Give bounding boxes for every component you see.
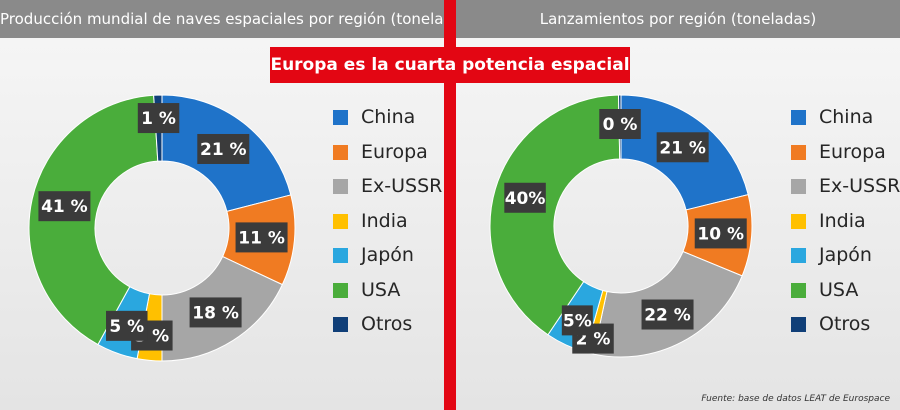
legend-label: China	[819, 106, 874, 128]
legend-label: Otros	[361, 313, 413, 335]
data-label-text: 1 %	[141, 109, 176, 129]
legend-item-europa: Europa	[791, 135, 900, 170]
legend-item-otros: Otros	[791, 307, 900, 342]
data-label-japon: 5%	[561, 305, 593, 336]
data-label-ex-ussr: 22 %	[641, 299, 694, 330]
production-donut-chart: 21 %11 %18 %3 %5 %41 %1 %	[28, 94, 296, 362]
legend-swatch	[333, 213, 348, 229]
legend-item-ex-ussr: Ex-USSR	[333, 169, 442, 204]
center-divider	[444, 0, 456, 410]
data-label-box	[197, 133, 250, 164]
legend-item-china: China	[791, 100, 900, 135]
legend-swatch	[333, 248, 348, 263]
legend-label: Europa	[819, 140, 886, 163]
legend-swatch	[791, 144, 806, 160]
legend-label: Otros	[819, 313, 871, 335]
data-label-china: 21 %	[656, 132, 709, 163]
data-label-box	[38, 191, 91, 222]
legend-swatch	[791, 282, 806, 298]
data-label-box	[694, 218, 747, 249]
donut-slice-usa	[489, 94, 621, 336]
data-label-japon: 5 %	[106, 310, 148, 341]
data-label-europa: 11 %	[235, 222, 288, 253]
legend-item-ex-ussr: Ex-USSR	[791, 169, 900, 204]
legend-item-india: India	[791, 204, 900, 239]
legend-label: India	[361, 209, 408, 232]
legend-swatch	[333, 317, 348, 332]
data-label-text: 40%	[505, 189, 546, 209]
right-panel: Lanzamientos por región (toneladas)	[456, 0, 900, 410]
data-label-box	[561, 305, 593, 336]
left-chart-title: Producción mundial de naves espaciales p…	[0, 0, 476, 38]
legend-label: China	[361, 106, 416, 128]
legend-label: Ex-USSR	[361, 175, 443, 197]
right-chart-title: Lanzamientos por región (toneladas)	[456, 0, 900, 38]
launches-donut-chart: 21 %10 %22 %2 %5%40%0 %	[489, 94, 753, 358]
legend-item-usa: USA	[791, 273, 900, 308]
banner-headline: Europa es la cuarta potencia espacial	[270, 47, 630, 83]
data-label-otros: 0 %	[599, 109, 641, 140]
data-label-text: 11 %	[238, 228, 285, 248]
legend-label: India	[819, 209, 866, 232]
data-label-text: 0 %	[603, 115, 638, 135]
data-label-otros: 1 %	[137, 103, 180, 134]
data-label-box	[137, 103, 180, 134]
legend-item-china: China	[333, 100, 442, 135]
source-note: Fuente: base de datos LEAT de Eurospace	[701, 394, 890, 404]
legend-swatch	[791, 213, 806, 229]
data-label-box	[641, 299, 694, 330]
legend-item-europa: Europa	[333, 135, 442, 170]
legend-item-japon: Japón	[791, 238, 900, 273]
legend-label: USA	[819, 278, 859, 301]
data-label-usa: 41 %	[38, 191, 91, 222]
data-label-text: 21 %	[659, 138, 706, 158]
legend-swatch	[791, 317, 806, 332]
data-label-text: 5 %	[109, 317, 144, 337]
legend-swatch	[791, 110, 806, 125]
legend-label: Ex-USSR	[819, 175, 900, 197]
legend-swatch	[333, 282, 348, 298]
data-label-europa: 10 %	[694, 218, 747, 249]
data-label-text: 21 %	[200, 140, 247, 160]
legend-item-usa: USA	[333, 273, 442, 308]
legend-item-otros: Otros	[333, 307, 442, 342]
data-label-box	[235, 222, 288, 253]
data-label-box	[599, 109, 641, 140]
legend-item-india: India	[333, 204, 442, 239]
donut-slice-usa	[28, 94, 159, 346]
data-label-box	[656, 132, 709, 163]
data-label-usa: 40%	[504, 182, 546, 213]
data-label-text: 22 %	[644, 306, 691, 326]
legend-label: Europa	[361, 140, 428, 163]
data-label-box	[504, 182, 546, 213]
data-label-text: 18 %	[192, 303, 239, 323]
data-label-ex-ussr: 18 %	[189, 297, 242, 328]
data-label-box	[189, 297, 242, 328]
launches-legend: China Europa Ex-USSR India Japón USA Otros	[791, 100, 900, 342]
legend-swatch	[333, 110, 348, 125]
production-legend: China Europa Ex-USSR India Japón USA Otros	[333, 100, 442, 342]
data-label-china: 21 %	[197, 133, 250, 164]
data-label-box	[106, 310, 148, 341]
legend-swatch	[333, 179, 348, 194]
legend-label: Japón	[819, 244, 872, 266]
legend-swatch	[791, 248, 806, 263]
legend-label: USA	[361, 278, 401, 301]
legend-label: Japón	[361, 244, 414, 266]
legend-swatch	[791, 179, 806, 194]
data-label-text: 41 %	[41, 197, 88, 217]
legend-item-japon: Japón	[333, 238, 442, 273]
legend-swatch	[333, 144, 348, 160]
data-label-text: 5%	[563, 311, 592, 331]
data-label-text: 10 %	[697, 224, 744, 244]
